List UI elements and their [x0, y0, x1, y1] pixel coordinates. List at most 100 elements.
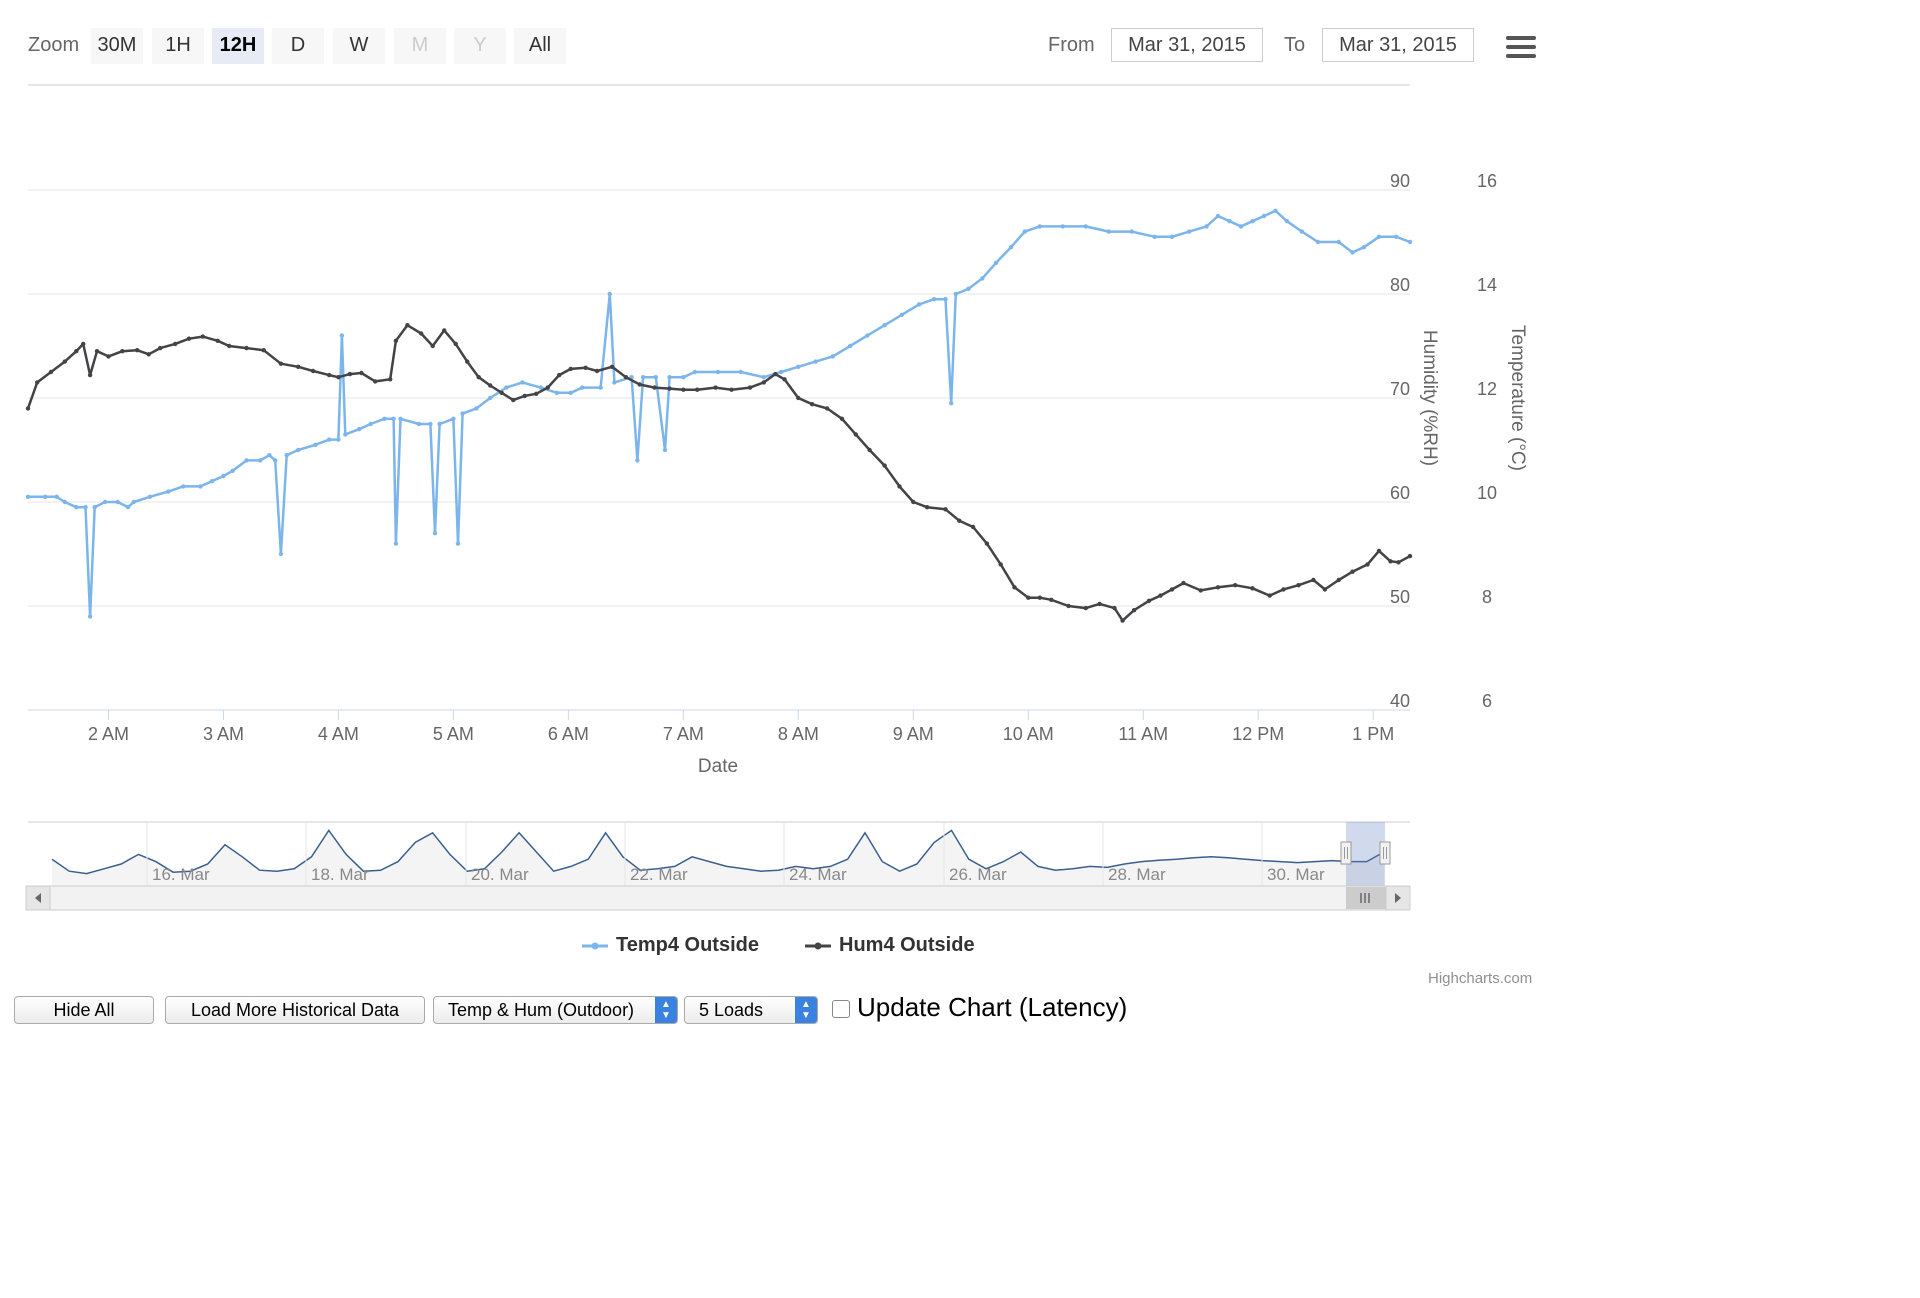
data-point — [839, 416, 845, 421]
temperature-tick-label: 8 — [1482, 587, 1492, 607]
data-point — [1158, 593, 1163, 598]
x-tick-label: 5 AM — [433, 724, 474, 744]
to-date-input[interactable]: Mar 31, 2015 — [1322, 28, 1474, 62]
data-point — [545, 385, 550, 390]
data-point — [1227, 219, 1232, 224]
data-point — [278, 551, 284, 557]
data-point — [25, 494, 31, 499]
zoom-button-12h[interactable]: 12H — [212, 28, 264, 64]
data-point — [87, 614, 93, 619]
data-point — [147, 494, 153, 499]
data-point — [583, 365, 588, 370]
data-point — [278, 361, 284, 366]
legend-label: Temp4 Outside — [616, 934, 759, 956]
data-point — [580, 385, 585, 390]
data-point — [966, 286, 971, 291]
data-point — [522, 393, 527, 399]
data-point — [442, 328, 447, 333]
data-point — [882, 463, 887, 468]
zoom-button-all[interactable]: All — [514, 28, 566, 64]
highcharts-credit-link[interactable]: Highcharts.com — [1428, 970, 1533, 987]
navigator-handle[interactable] — [1379, 841, 1391, 865]
data-point — [258, 458, 263, 463]
data-point — [460, 411, 465, 416]
loads-select[interactable]: 5 Loads ▲ ▼ — [684, 996, 818, 1024]
data-point — [953, 291, 958, 297]
data-point — [867, 447, 872, 453]
data-point — [598, 385, 603, 390]
data-point — [1181, 580, 1186, 586]
data-point — [773, 371, 778, 377]
navigator-tick-label: 20. Mar — [471, 865, 529, 884]
zoom-button-1h[interactable]: 1H — [152, 28, 204, 64]
dataset-select[interactable]: Temp & Hum (Outdoor) ▲ ▼ — [433, 996, 678, 1024]
data-point — [1284, 219, 1290, 224]
load-more-historical-button[interactable]: Load More Historical Data — [165, 996, 425, 1024]
data-point — [499, 390, 504, 395]
select-stepper-icon: ▲ ▼ — [655, 997, 677, 1023]
scrollbar-thumb[interactable] — [1346, 887, 1386, 909]
data-point — [81, 341, 86, 347]
hamburger-menu-icon[interactable] — [1506, 36, 1536, 60]
data-point — [1198, 588, 1203, 593]
legend-item-hum4[interactable]: Hum4 Outside — [805, 934, 975, 957]
data-point — [327, 372, 332, 378]
zoom-button-w[interactable]: W — [333, 28, 385, 64]
data-point — [1131, 608, 1137, 613]
data-point — [393, 338, 399, 343]
data-point — [115, 499, 120, 505]
data-point — [158, 345, 163, 351]
data-point — [125, 505, 131, 510]
data-point — [738, 369, 743, 375]
navigator[interactable]: 16. Mar 18. Mar 20. Mar 22. Mar 24. Mar 26. M… — [25, 821, 1411, 911]
data-point — [74, 349, 79, 354]
data-point — [1037, 595, 1043, 600]
data-point — [761, 375, 766, 380]
zoom-button-d[interactable]: D — [272, 28, 324, 64]
data-point — [957, 518, 962, 523]
navigator-tick-label: 16. Mar — [152, 865, 210, 884]
data-point — [74, 505, 79, 510]
data-point — [102, 499, 108, 505]
data-point — [267, 453, 272, 458]
data-point — [1215, 213, 1221, 219]
data-point — [244, 345, 249, 351]
from-date-input[interactable]: Mar 31, 2015 — [1111, 28, 1263, 62]
data-point — [554, 390, 560, 395]
navigator-area — [52, 830, 1384, 886]
data-point — [135, 348, 140, 353]
data-point — [984, 541, 990, 546]
data-point — [692, 369, 698, 375]
data-point — [347, 371, 353, 377]
data-point — [48, 369, 54, 375]
data-point — [1365, 562, 1370, 567]
data-point — [488, 395, 493, 401]
hide-all-button[interactable]: Hide All — [14, 996, 154, 1024]
data-point — [970, 524, 976, 530]
arrow-right-icon — [1395, 893, 1401, 903]
data-point — [339, 333, 345, 338]
data-point — [43, 494, 48, 499]
data-point — [106, 354, 111, 359]
update-chart-checkbox[interactable] — [832, 1000, 850, 1018]
legend-item-temp4[interactable]: Temp4 Outside — [582, 934, 759, 957]
navigator-handle[interactable] — [1340, 841, 1352, 865]
data-point — [635, 458, 640, 463]
data-point — [662, 447, 668, 453]
data-point — [1066, 603, 1071, 609]
data-point — [465, 359, 470, 364]
data-point — [916, 302, 922, 307]
data-point — [146, 352, 151, 357]
data-point — [504, 385, 509, 390]
data-point — [1169, 587, 1175, 592]
data-point — [653, 375, 658, 380]
data-point — [1396, 560, 1401, 565]
legend-line-icon — [582, 942, 608, 950]
data-point — [391, 416, 396, 421]
zoom-button-30m[interactable]: 30M — [91, 28, 143, 64]
data-point — [924, 505, 930, 510]
data-point — [453, 341, 458, 347]
data-point — [1350, 569, 1355, 574]
data-point — [209, 479, 215, 484]
data-point — [830, 354, 835, 359]
